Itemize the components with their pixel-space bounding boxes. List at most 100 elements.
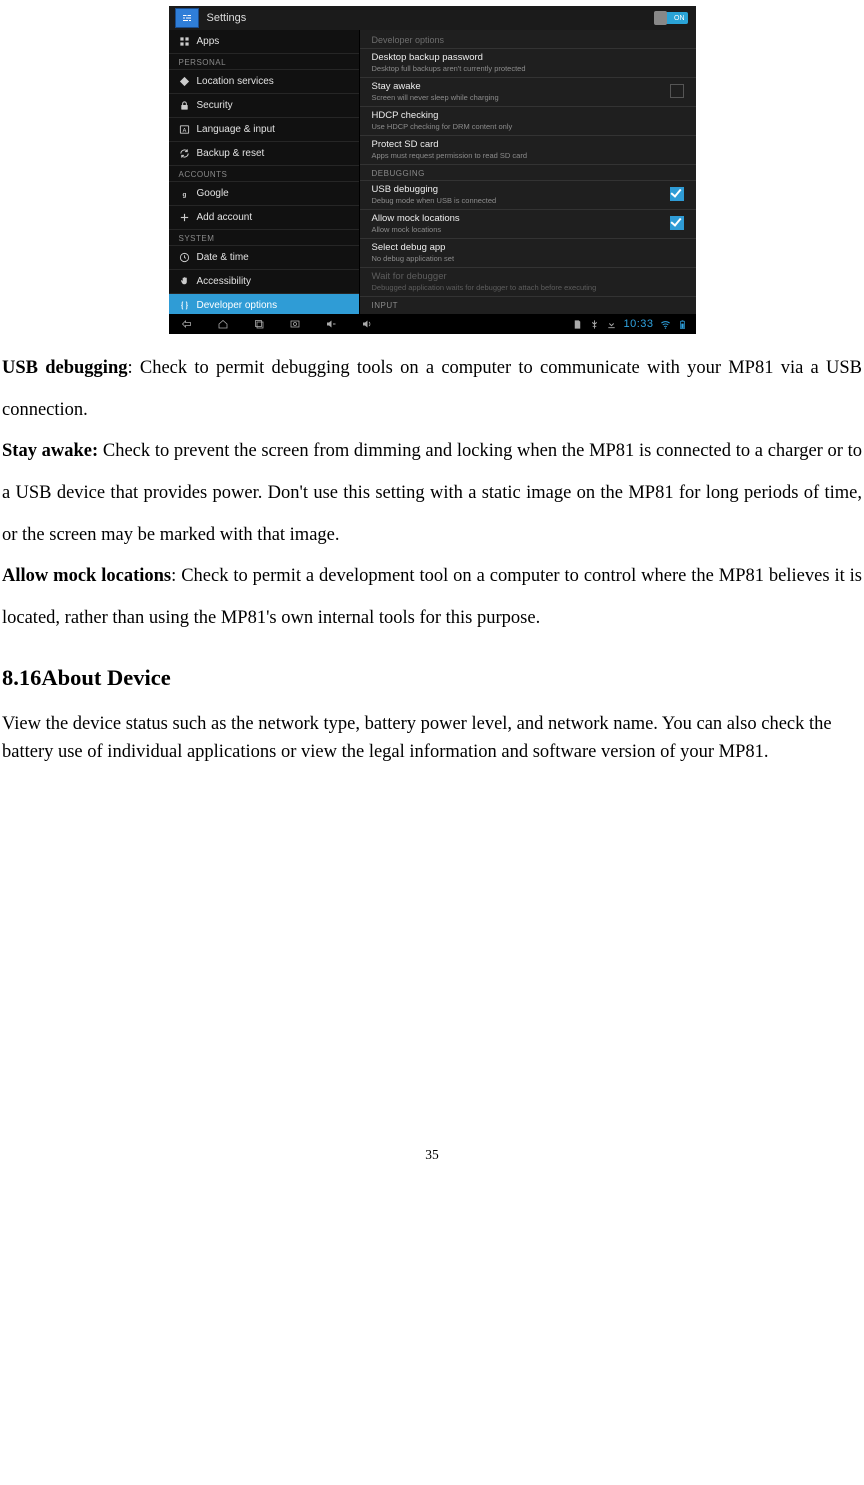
setting-subtitle: Desktop full backups aren't currently pr… (372, 64, 684, 73)
setting-protect-sd[interactable]: Protect SD card Apps must request permis… (360, 135, 696, 164)
setting-subtitle: Debug mode when USB is connected (372, 196, 684, 205)
svg-text:g: g (182, 191, 186, 198)
settings-screenshot: Settings ON Apps PERSONAL Location servi… (169, 6, 696, 334)
setting-hdcp[interactable]: HDCP checking Use HDCP checking for DRM … (360, 106, 696, 135)
nav-vol-down-button[interactable] (313, 314, 349, 334)
setting-title: Protect SD card (372, 139, 684, 150)
download-icon (606, 319, 617, 330)
screenshot-header: Settings ON (169, 6, 696, 31)
sidebar-heading-accounts: ACCOUNTS (169, 166, 359, 182)
heading-about-device: 8.16About Device (2, 665, 862, 691)
hand-icon (179, 276, 190, 287)
paragraph-usb-debugging: USB debugging: Check to permit debugging… (2, 348, 862, 431)
google-icon: g (179, 188, 190, 199)
sidebar-item-label: Accessibility (197, 276, 251, 287)
setting-subtitle: Apps must request permission to read SD … (372, 151, 684, 160)
setting-title: Select debug app (372, 242, 684, 253)
android-nav-bar: 10:33 (169, 314, 696, 334)
sidebar-item-label: Language & input (197, 124, 275, 135)
sidebar-item-apps[interactable]: Apps (169, 30, 359, 54)
setting-title: Stay awake (372, 81, 684, 92)
keyboard-icon: A (179, 124, 190, 135)
nav-vol-up-button[interactable] (349, 314, 385, 334)
setting-title: USB debugging (372, 184, 684, 195)
sdcard-icon (572, 319, 583, 330)
status-clock: 10:33 (623, 318, 653, 330)
paragraph-about-device: View the device status such as the netwo… (2, 711, 862, 767)
settings-detail-panel: Developer options Desktop backup passwor… (359, 30, 696, 314)
sidebar-item-developer[interactable]: Developer options (169, 294, 359, 314)
desc-stay-awake: Check to prevent the screen from dimming… (2, 441, 862, 544)
sidebar-heading-personal: PERSONAL (169, 54, 359, 70)
sidebar-item-backup[interactable]: Backup & reset (169, 142, 359, 166)
sidebar-heading-system: SYSTEM (169, 230, 359, 246)
sidebar-item-datetime[interactable]: Date & time (169, 246, 359, 270)
screenshot-title: Settings (207, 12, 247, 24)
setting-subtitle: No debug application set (372, 254, 684, 263)
desc-usb-debugging: : Check to permit debugging tools on a c… (2, 358, 862, 420)
usb-icon (589, 319, 600, 330)
status-tray[interactable]: 10:33 (572, 318, 695, 330)
battery-icon (677, 319, 688, 330)
setting-title: Desktop backup password (372, 52, 684, 63)
term-mock-locations: Allow mock locations (2, 566, 171, 586)
setting-subtitle: Allow mock locations (372, 225, 684, 234)
diamond-icon (179, 76, 190, 87)
checkbox-off[interactable] (670, 84, 684, 98)
sidebar-item-label: Developer options (197, 300, 278, 311)
developer-toggle[interactable]: ON (655, 12, 688, 24)
checkbox-on[interactable] (670, 216, 684, 230)
paragraph-stay-awake: Stay awake: Check to prevent the screen … (2, 431, 862, 556)
setting-title: HDCP checking (372, 110, 684, 121)
sidebar-item-google[interactable]: g Google (169, 182, 359, 206)
detail-heading-input: INPUT (360, 296, 696, 312)
setting-mock-locations[interactable]: Allow mock locations Allow mock location… (360, 209, 696, 238)
paragraph-mock-locations: Allow mock locations: Check to permit a … (2, 556, 862, 639)
clock-icon (179, 252, 190, 263)
nav-home-button[interactable] (205, 314, 241, 334)
nav-back-button[interactable] (169, 314, 205, 334)
sidebar-item-location[interactable]: Location services (169, 70, 359, 94)
sidebar-item-label: Google (197, 188, 229, 199)
setting-wait-debugger: Wait for debugger Debugged application w… (360, 267, 696, 296)
setting-title: Allow mock locations (372, 213, 684, 224)
nav-screenshot-button[interactable] (277, 314, 313, 334)
setting-subtitle: Use HDCP checking for DRM content only (372, 122, 684, 131)
braces-icon (179, 300, 190, 311)
toggle-label: ON (674, 15, 685, 22)
sidebar-item-accessibility[interactable]: Accessibility (169, 270, 359, 294)
wifi-icon (660, 319, 671, 330)
sidebar-item-addaccount[interactable]: Add account (169, 206, 359, 230)
screenshot-body: Apps PERSONAL Location services Security… (169, 30, 696, 314)
sidebar-item-label: Apps (197, 36, 220, 47)
detail-title: Developer options (360, 30, 696, 48)
sidebar-item-label: Date & time (197, 252, 249, 263)
refresh-icon (179, 148, 190, 159)
setting-subtitle: Debugged application waits for debugger … (372, 283, 684, 292)
settings-icon[interactable] (175, 8, 199, 28)
sidebar-item-language[interactable]: A Language & input (169, 118, 359, 142)
document-body: USB debugging: Check to permit debugging… (0, 348, 864, 1163)
sidebar-item-label: Add account (197, 212, 253, 223)
setting-title: Wait for debugger (372, 271, 684, 282)
sidebar-item-security[interactable]: Security (169, 94, 359, 118)
page-number: 35 (2, 1147, 862, 1163)
checkbox-on[interactable] (670, 187, 684, 201)
setting-usb-debugging[interactable]: USB debugging Debug mode when USB is con… (360, 180, 696, 209)
term-stay-awake: Stay awake: (2, 441, 98, 461)
settings-sidebar: Apps PERSONAL Location services Security… (169, 30, 359, 314)
svg-text:A: A (182, 128, 186, 134)
lock-icon (179, 100, 190, 111)
setting-stay-awake[interactable]: Stay awake Screen will never sleep while… (360, 77, 696, 106)
nav-recents-button[interactable] (241, 314, 277, 334)
plus-icon (179, 212, 190, 223)
detail-heading-debugging: DEBUGGING (360, 164, 696, 180)
term-usb-debugging: USB debugging (2, 358, 128, 378)
sidebar-item-label: Backup & reset (197, 148, 265, 159)
setting-select-debug-app[interactable]: Select debug app No debug application se… (360, 238, 696, 267)
sidebar-item-label: Security (197, 100, 233, 111)
setting-subtitle: Screen will never sleep while charging (372, 93, 684, 102)
setting-desktop-backup[interactable]: Desktop backup password Desktop full bac… (360, 48, 696, 77)
sidebar-item-label: Location services (197, 76, 274, 87)
apps-icon (179, 36, 190, 47)
